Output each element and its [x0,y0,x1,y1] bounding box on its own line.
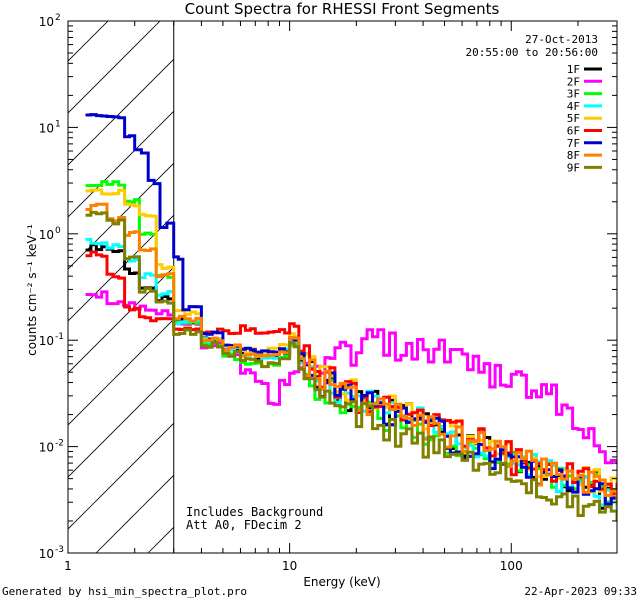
y-tick-label: 10 [39,228,54,242]
hatch-line [68,422,174,530]
y-tick-exponent: 0 [55,226,61,236]
hatch-line [68,214,174,322]
y-tick-label: 10 [39,334,54,348]
legend-label: 3F [567,88,580,101]
x-axis-label: Energy (keV) [303,575,380,589]
y-tick-label: 10 [39,15,54,29]
annotation-attenuator: Att A0, FDecim 2 [186,518,302,532]
hatch-line [68,162,174,270]
y-axis-label: counts cm⁻² s⁻¹ keV⁻¹ [25,224,39,356]
legend-label: 4F [567,100,580,113]
x-axis: 1 10 100 [64,21,618,573]
y-tick-label: 10 [39,121,54,135]
x-tick-label: 10 [282,559,297,573]
y-tick-exponent: 2 [55,13,61,23]
hatch-line [68,370,174,478]
legend-label: 1F [567,63,580,76]
footer-timestamp: 22-Apr-2023 09:33 [524,585,637,598]
x-tick-label: 1 [64,559,72,573]
hatch-line [68,21,109,62]
series-layer [85,113,617,521]
series-line-9f [85,210,617,521]
y-tick-exponent: 1 [55,119,61,129]
hatch-line [68,21,161,114]
x-tick-label: 100 [500,559,523,573]
chart-title: Count Spectra for RHESSI Front Segments [185,0,500,18]
y-tick-label: 10 [39,441,54,455]
legend-label: 8F [567,149,580,162]
legend-label: 9F [567,161,580,174]
y-tick-label: 10 [39,547,54,561]
footer-generated-by: Generated by hsi_min_spectra_plot.pro [2,585,247,598]
y-tick-exponent: -2 [55,439,64,449]
plot-frame [67,20,618,554]
legend-label: 2F [567,75,580,88]
legend-label: 5F [567,112,580,125]
y-tick-exponent: -1 [55,332,64,342]
annotation-background: Includes Background [186,505,323,519]
time-range-label: 20:55:00 to 20:56:00 [466,46,598,59]
date-label: 27-Oct-2013 [525,33,598,46]
y-tick-exponent: -3 [55,545,64,555]
legend-label: 7F [567,137,580,150]
legend-label: 6F [567,125,580,138]
